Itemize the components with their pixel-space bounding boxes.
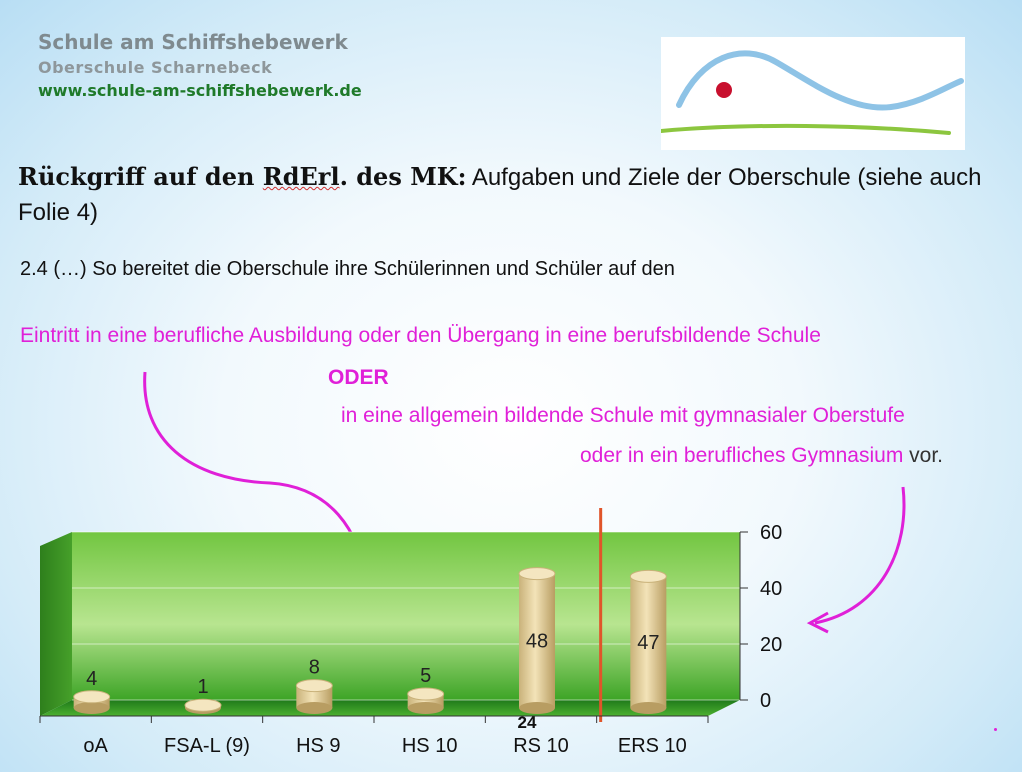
y-tick-label: 0 <box>760 690 771 712</box>
title-bold-underlined: RdErl <box>262 162 340 191</box>
bar-top <box>629 569 667 583</box>
bar: 4 <box>73 668 111 714</box>
bar-base <box>296 702 333 714</box>
category-label: HS 9 <box>296 735 340 757</box>
bar-data-label: 4 <box>86 668 97 690</box>
school-name: Schule am Schiffshebewerk <box>38 30 348 54</box>
y-tick-label: 40 <box>760 578 782 600</box>
category-label: RS 10 <box>513 735 569 757</box>
logo-line <box>659 123 951 135</box>
y-tick-label: 60 <box>760 522 782 544</box>
intro-paragraph: 2.4 (…) So bereitet die Oberschule ihre … <box>20 258 675 280</box>
logo-wave <box>676 50 964 111</box>
bar-data-label: 5 <box>420 665 431 687</box>
category-label: HS 10 <box>402 735 458 757</box>
chart-y-axis: 0 20 40 60 <box>739 522 782 712</box>
bar-base <box>73 702 110 714</box>
bar-base <box>630 702 667 714</box>
title-bold-part1: Rückgriff auf den <box>18 162 263 191</box>
chart-gridlines <box>72 531 740 701</box>
bar: 5 <box>407 665 445 714</box>
bar-data-label: 47 <box>637 632 659 654</box>
school-logo <box>659 37 965 150</box>
logo-dot <box>716 82 732 98</box>
bar-base <box>407 702 444 714</box>
chart-category-labels: oA FSA-L (9) HS 9 HS 10 RS 10 ERS 10 <box>39 715 709 757</box>
bar-chart: 4 1 8 5 48 47 24 0 20 40 60 oA FSA-L (9) HS 9 HS 10 R… <box>39 508 782 757</box>
magenta-line-2: in eine allgemein bildende Schule mit gy… <box>341 404 905 427</box>
bar-data-label: 8 <box>309 657 320 679</box>
bar: 48 <box>518 567 556 714</box>
bar-data-label: 48 <box>526 631 548 653</box>
title-normal-part: Aufgaben und Ziele der Oberschule (siehe… <box>18 164 982 226</box>
bar-body <box>519 573 555 708</box>
oder-text: ODER <box>328 366 389 389</box>
category-label: ERS 10 <box>618 735 687 757</box>
school-website-link[interactable]: www.schule-am-schiffshebewerk.de <box>38 81 362 100</box>
category-label: oA <box>83 735 108 757</box>
bar: 47 <box>629 569 667 714</box>
magenta-line-3: oder in ein berufliches Gymnasium vor. <box>580 444 943 468</box>
title-bold-part2: . des MK: <box>339 162 467 191</box>
chart-wall-panel <box>72 532 740 700</box>
bar: 1 <box>184 676 222 714</box>
bar: 8 <box>295 657 333 714</box>
category-label: FSA-L (9) <box>164 735 250 757</box>
bar-top <box>295 679 333 693</box>
y-tick-label: 20 <box>760 634 782 656</box>
magenta-dot <box>994 728 997 731</box>
extra-label-24: 24 <box>518 713 537 732</box>
school-header: Schule am Schiffshebewerk Oberschule Sch… <box>38 30 362 100</box>
bar-top <box>184 698 222 712</box>
slide-title: Rückgriff auf den RdErl. des MK: Aufgabe… <box>18 160 1008 230</box>
magenta-oder: ODER <box>328 366 389 390</box>
chart-side-wall <box>40 532 72 716</box>
chart-back-wall <box>40 532 740 716</box>
chart-bars: 4 1 8 5 48 47 24 <box>73 508 667 732</box>
bar-base <box>519 702 555 714</box>
bar-top <box>518 567 556 581</box>
magenta-line-3-text: oder in ein berufliches Gymnasium <box>580 444 904 467</box>
bar-body <box>630 576 667 708</box>
bar-top <box>73 690 111 704</box>
school-subtitle: Oberschule Scharnebeck <box>38 58 273 77</box>
magenta-line-3-end: vor. <box>903 444 944 467</box>
bar-data-label: 1 <box>197 676 208 698</box>
bar-top <box>407 687 445 701</box>
magenta-line-1: Eintritt in eine berufliche Ausbildung o… <box>20 324 821 347</box>
